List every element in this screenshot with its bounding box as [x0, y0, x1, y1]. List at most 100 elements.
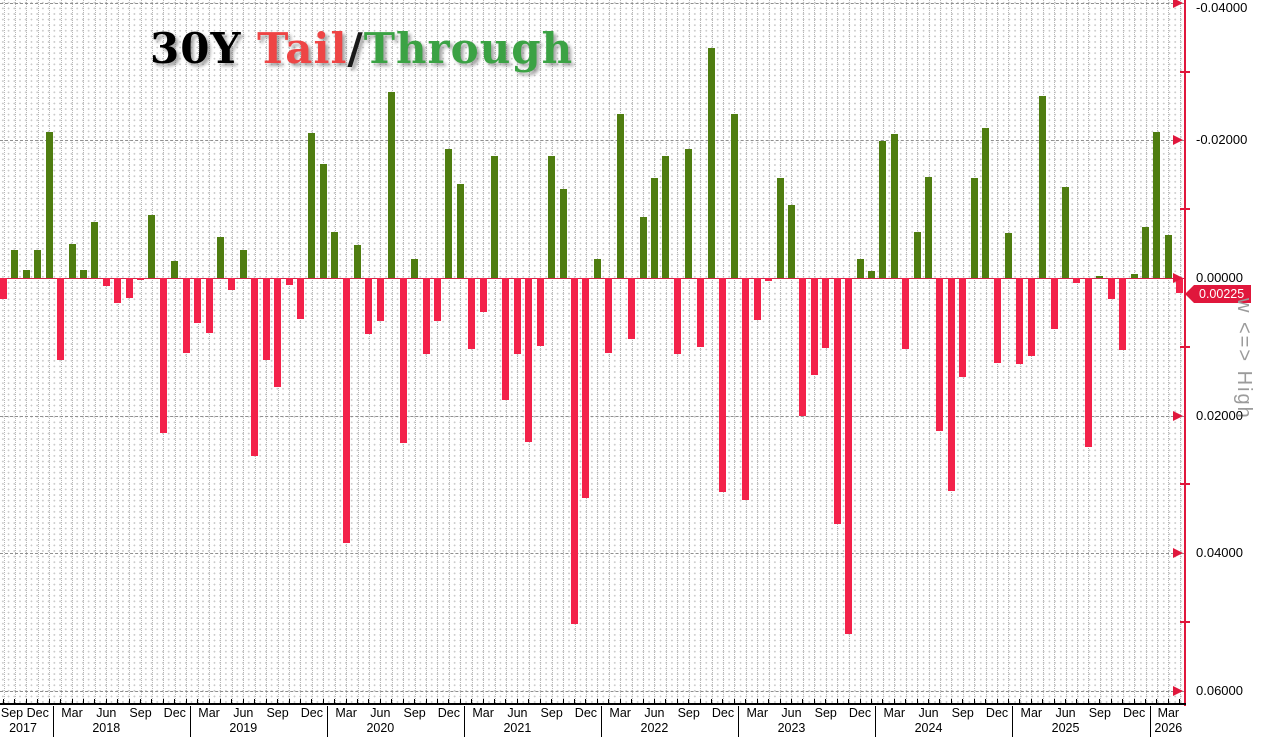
bar-2025-01: [1004, 233, 1012, 278]
bar-2024-04: [902, 278, 910, 349]
grid-vline-2022-04: [631, 0, 633, 703]
x-tick-2020-06: [379, 699, 381, 703]
grid-vline-2023-09: [825, 0, 827, 703]
x-tick-2025-09: [1099, 699, 1101, 703]
grid-vline-2022-09: [688, 0, 690, 703]
grid-vline-2021-10: [563, 0, 565, 703]
bar-2026-01: [1142, 227, 1149, 278]
x-year-label-2020: 2020: [366, 721, 395, 735]
x-tick-2018-07: [117, 699, 119, 703]
x-tick-2022-08: [676, 699, 678, 703]
grid-vline-2022-03: [620, 0, 622, 703]
x-month-label-2026-03: Mar: [1157, 706, 1180, 720]
grid-vline-2022-10: [700, 0, 702, 703]
grid-vline-2019-10: [289, 0, 290, 703]
y-axis-label-0.02000: 0.02000: [1196, 407, 1243, 423]
x-tick-2019-11: [299, 699, 301, 703]
x-month-label-2025-03: Mar: [1020, 706, 1043, 720]
x-month-label-2021-09: Sep: [540, 706, 563, 720]
chart-title-part-0: 30Y: [150, 24, 258, 73]
chart-title-part-1: Tail: [257, 24, 348, 73]
bar-2024-05: [913, 231, 921, 278]
x-year-separator-2020: [327, 706, 329, 737]
grid-vline-2017-11: [26, 0, 28, 703]
bar-2023-01: [730, 114, 738, 278]
bar-2018-02: [57, 278, 65, 360]
bar-2017-10: [11, 250, 19, 278]
bar-2022-03: [616, 113, 624, 278]
bar-2025-02: [1016, 278, 1024, 364]
bar-2023-07: [799, 278, 807, 416]
x-tick-2024-12: [996, 699, 998, 703]
grid-vline-2019-02: [197, 0, 199, 703]
x-month-label-2024-09: Sep: [951, 706, 974, 720]
x-month-label-2020-12: Dec: [437, 706, 460, 720]
x-tick-2021-01: [459, 699, 461, 703]
bar-2021-12: [582, 278, 590, 499]
bar-2024-02: [879, 141, 887, 278]
bar-2022-01: [593, 258, 601, 278]
x-tick-2025-07: [1076, 699, 1078, 703]
bar-2020-11: [433, 278, 441, 321]
x-tick-2021-08: [539, 699, 541, 703]
bar-2025-04: [1039, 96, 1047, 278]
bar-2024-06: [925, 176, 933, 278]
x-month-label-2019-03: Mar: [198, 706, 220, 720]
bar-2023-08: [810, 278, 818, 375]
zero-baseline: [0, 278, 1184, 279]
grid-vline-2019-11: [300, 0, 302, 703]
x-tick-2021-03: [482, 699, 484, 703]
y-tick-arrow-0.00000: [1173, 273, 1183, 283]
grid-vline-2018-09: [140, 0, 142, 703]
x-tick-2020-07: [391, 699, 393, 703]
x-month-label-2025-12: Dec: [1122, 706, 1146, 720]
bar-2022-04: [628, 278, 636, 340]
x-year-label-2025: 2025: [1051, 721, 1080, 735]
y-tick-arrow-0.06000: [1173, 685, 1183, 696]
x-tick-2023-04: [768, 699, 770, 703]
bar-2025-10: [1107, 278, 1115, 299]
y-axis-line: [1184, 0, 1186, 706]
x-month-label-2025-06: Jun: [1055, 706, 1076, 720]
bar-2025-05: [1050, 278, 1058, 329]
bar-2021-07: [525, 278, 533, 443]
bar-2021-05: [502, 278, 510, 400]
grid-vline-2025-01: [1008, 0, 1010, 703]
x-tick-2022-07: [665, 699, 667, 703]
grid-vline-2025-09: [1099, 0, 1101, 703]
x-tick-2024-04: [905, 699, 907, 703]
bar-2023-04: [765, 278, 773, 282]
bar-2024-10: [970, 178, 978, 278]
x-tick-2019-10: [288, 699, 290, 703]
grid-vline-2020-07: [391, 0, 393, 703]
x-tick-2020-11: [436, 699, 438, 703]
chart-title: 30Y Tail/Through: [150, 24, 573, 73]
x-month-label-2017-12: Dec: [26, 706, 49, 720]
y-minor-tick: [1180, 345, 1190, 348]
bar-2025-03: [1027, 278, 1035, 357]
x-tick-2020-12: [448, 699, 450, 703]
grid-vline-2018-12: [174, 0, 176, 703]
grid-vline-2017-12: [37, 0, 39, 703]
x-year-label-2021: 2021: [503, 721, 532, 735]
x-tick-2019-03: [208, 699, 210, 703]
x-year-separator-2026: [1149, 706, 1151, 737]
y-tick-arrow--0.04000: [1173, 0, 1183, 8]
bar-2025-11: [1119, 278, 1127, 350]
bar-2018-11: [159, 278, 167, 433]
x-tick-2023-02: [745, 699, 747, 703]
grid-vline-2018-01: [49, 0, 51, 703]
bar-2023-12: [856, 258, 864, 278]
x-tick-2024-08: [950, 699, 952, 703]
axis-side-label: w <=> High: [1233, 298, 1255, 420]
bar-2019-01: [182, 278, 190, 353]
bar-2019-07: [251, 278, 259, 457]
x-tick-2022-04: [631, 699, 633, 703]
bar-2025-08: [1084, 278, 1092, 448]
bar-2020-08: [399, 278, 407, 444]
x-tick-2018-10: [151, 699, 153, 703]
x-tick-2021-05: [505, 699, 507, 703]
x-tick-2018-09: [140, 699, 142, 703]
grid-vline-2021-02: [471, 0, 473, 703]
x-axis-line: [0, 703, 1186, 705]
